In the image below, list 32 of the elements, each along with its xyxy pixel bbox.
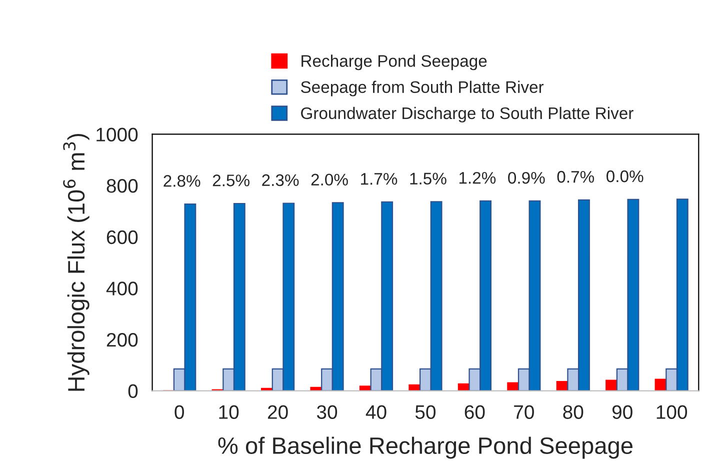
annotation: 0.0% <box>606 170 644 182</box>
x-tick-label: 100 <box>656 405 688 419</box>
y-tick-label: 800 <box>106 179 138 193</box>
x-tick-label: 20 <box>268 405 288 419</box>
x-tick-label: 50 <box>415 405 436 419</box>
y-tick-label: 1000 <box>96 128 138 142</box>
annotation: 2.5% <box>212 174 250 186</box>
annotation: 1.5% <box>410 172 446 185</box>
legend-label: Groundwater Discharge to South Platte River <box>301 106 634 122</box>
annotation: 2.0% <box>311 174 348 186</box>
annotation: 1.2% <box>459 172 496 184</box>
annotation: 0.7% <box>557 170 594 183</box>
y-tick-label: 200 <box>106 332 138 347</box>
x-tick-label: 10 <box>219 405 239 419</box>
x-tick-label: 80 <box>563 405 584 419</box>
annotation: 0.9% <box>508 172 545 184</box>
x-tick-label: 30 <box>316 405 338 419</box>
x-tick-label: 70 <box>514 405 534 419</box>
x-tick-label: 0 <box>174 405 184 419</box>
x-tick-label: 90 <box>612 405 632 419</box>
x-tick-label: 40 <box>366 405 386 419</box>
x-axis-title: % of Baseline Recharge Pond Seepage <box>218 436 632 459</box>
y-tick-label: 0 <box>128 384 138 398</box>
y-tick-label: 400 <box>106 282 138 296</box>
legend-label: Recharge Pond Seepage <box>302 54 487 70</box>
annotation: 2.8% <box>164 175 200 187</box>
legend-label: Seepage from South Platte River <box>300 80 544 96</box>
annotation: 2.3% <box>262 174 299 186</box>
y-tick-label: 600 <box>106 230 138 244</box>
annotation: 1.7% <box>361 173 398 185</box>
y-axis-title: Hydrologic Flux (10$^{6}$ m$^{3}$) <box>63 134 90 391</box>
x-tick-label: 60 <box>464 405 485 419</box>
